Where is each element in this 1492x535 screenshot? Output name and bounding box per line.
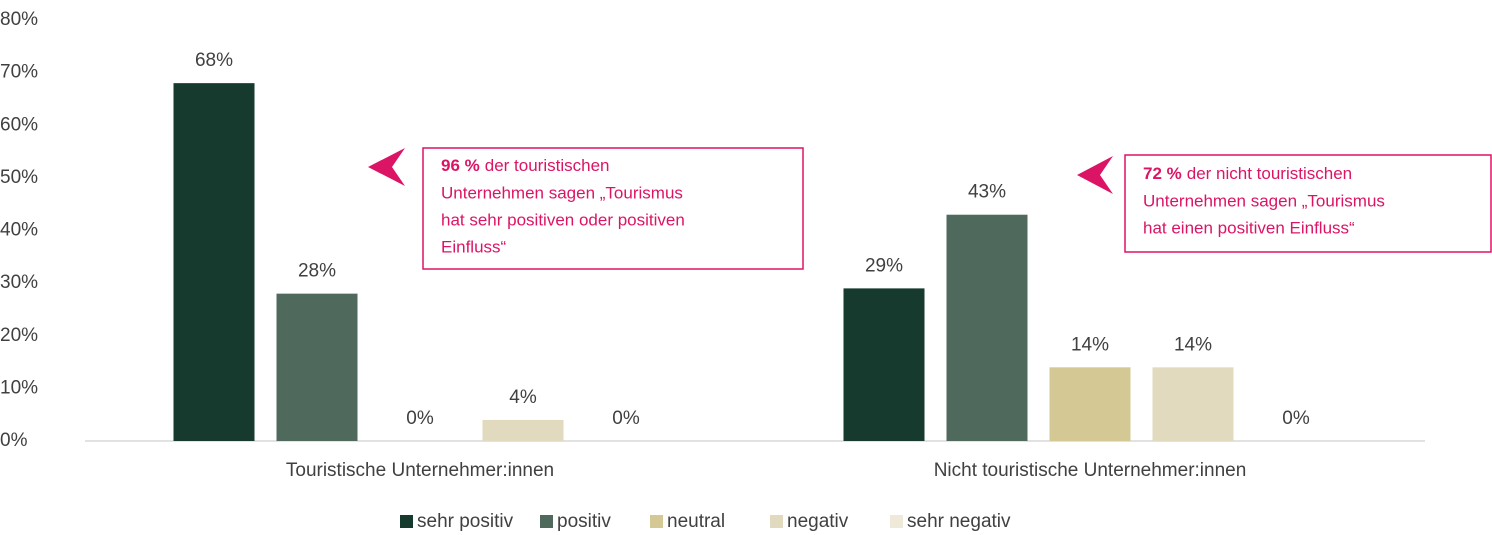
x-tick-label: Touristische Unternehmer:innen: [286, 460, 554, 481]
annotation-arrow: [368, 148, 405, 186]
annotation-line: Unternehmen sagen „Tourismus: [1143, 191, 1385, 210]
bar: [1049, 367, 1131, 441]
legend-swatch: [890, 515, 903, 528]
legend-label: sehr negativ: [907, 511, 1011, 532]
bar: [843, 288, 925, 441]
annotation-line: der nicht touristischen: [1187, 164, 1352, 183]
y-tick-label: 20%: [0, 325, 38, 346]
annotation-arrow: [1077, 156, 1113, 194]
value-label: 29%: [865, 255, 903, 276]
annotation-bold: 72 %: [1143, 164, 1182, 183]
value-label: 28%: [298, 261, 336, 282]
legend-label: positiv: [557, 511, 611, 532]
annotation-line: Unternehmen sagen „Tourismus: [441, 183, 683, 202]
x-tick-label: Nicht touristische Unternehmer:innen: [934, 460, 1247, 481]
bar: [482, 419, 564, 441]
annotation-line: Einfluss“: [441, 237, 507, 256]
annotation-box: [1124, 154, 1492, 253]
annotation-line: der touristischen: [485, 156, 610, 175]
annotation-line: hat einen positiven Einfluss“: [1143, 218, 1355, 237]
annotation-bold: 96 %: [441, 156, 480, 175]
y-tick-label: 10%: [0, 377, 38, 398]
annotation-text: 96 % der touristischen: [441, 156, 609, 175]
value-label: 43%: [968, 182, 1006, 203]
value-label: 14%: [1174, 334, 1212, 355]
legend-label: negativ: [787, 511, 849, 532]
legend-swatch: [400, 515, 413, 528]
bar: [173, 83, 255, 442]
y-tick-label: 80%: [0, 9, 38, 30]
legend-label: sehr positiv: [417, 511, 514, 532]
value-label: 4%: [509, 387, 537, 408]
bar: [946, 214, 1028, 441]
value-label: 0%: [1282, 408, 1310, 429]
value-label: 0%: [406, 408, 434, 429]
legend-swatch: [650, 515, 663, 528]
legend-swatch: [540, 515, 553, 528]
legend-label: neutral: [667, 511, 725, 532]
y-tick-label: 40%: [0, 220, 38, 241]
y-tick-label: 50%: [0, 167, 38, 188]
bar: [1152, 367, 1234, 441]
legend-swatch: [770, 515, 783, 528]
annotation-box: [422, 147, 804, 270]
y-tick-label: 30%: [0, 272, 38, 293]
bar: [276, 293, 358, 441]
value-label: 14%: [1071, 334, 1109, 355]
y-tick-label: 60%: [0, 114, 38, 135]
value-label: 0%: [612, 408, 640, 429]
y-tick-label: 70%: [0, 62, 38, 83]
annotation-text: 72 % der nicht touristischen: [1143, 164, 1352, 183]
value-label: 68%: [195, 50, 233, 71]
annotation-line: hat sehr positiven oder positiven: [441, 210, 685, 229]
y-tick-label: 0%: [0, 430, 28, 451]
